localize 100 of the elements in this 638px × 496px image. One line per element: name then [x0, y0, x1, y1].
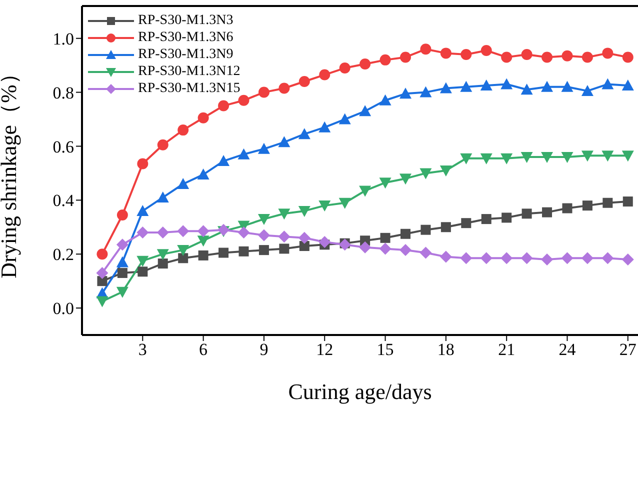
point — [156, 191, 169, 202]
point — [541, 253, 554, 266]
x-tick-label: 18 — [437, 340, 454, 360]
point — [298, 206, 310, 217]
point — [622, 253, 634, 266]
point — [117, 268, 128, 278]
point — [622, 52, 634, 63]
x-tick-label: 15 — [376, 340, 394, 360]
point — [440, 222, 451, 232]
point — [440, 48, 452, 59]
x-tick-label: 27 — [619, 340, 637, 360]
point — [581, 84, 594, 96]
point — [318, 236, 331, 248]
point — [420, 246, 432, 259]
point — [541, 80, 554, 92]
point — [238, 226, 250, 239]
x-tick-label: 3 — [138, 340, 147, 360]
point — [480, 252, 492, 264]
point — [602, 48, 614, 59]
point — [460, 49, 472, 60]
point — [218, 224, 230, 236]
point — [136, 204, 149, 216]
point — [500, 78, 513, 90]
point — [97, 276, 108, 286]
point — [258, 86, 270, 98]
point — [542, 52, 553, 63]
y-tick-label: 0.8 — [52, 83, 74, 102]
point — [116, 256, 128, 268]
point — [218, 155, 230, 166]
legend-label: RP-S30-M1.3N3 — [138, 12, 234, 29]
point — [116, 238, 128, 251]
point — [602, 150, 614, 162]
point — [177, 225, 190, 238]
point — [561, 252, 574, 264]
point — [278, 230, 290, 243]
point — [238, 94, 250, 106]
legend-label: RP-S30-M1.3N12 — [138, 63, 240, 80]
point — [298, 76, 310, 88]
x-tick-label: 6 — [199, 340, 208, 360]
point — [561, 152, 574, 164]
point — [116, 286, 128, 298]
point — [480, 44, 492, 56]
point — [399, 244, 412, 256]
legend-label: RP-S30-M1.3N9 — [138, 46, 234, 63]
x-tick-label: 9 — [260, 340, 268, 360]
y-tick-label: 0.6 — [52, 137, 74, 156]
x-tick-label: 12 — [316, 340, 334, 360]
point — [278, 82, 290, 94]
point — [198, 112, 209, 124]
point — [500, 252, 513, 264]
y-tick-label: 0.4 — [52, 191, 74, 210]
point — [178, 124, 189, 136]
point — [157, 139, 168, 150]
point — [278, 136, 290, 148]
point — [520, 84, 533, 95]
point — [258, 214, 270, 226]
y-axis-title: Drying shrinkage（%） — [0, 62, 21, 278]
point — [622, 196, 633, 207]
point — [440, 166, 452, 176]
point — [318, 121, 331, 132]
point — [400, 52, 411, 63]
point — [581, 252, 594, 264]
point — [218, 248, 229, 258]
point — [298, 232, 310, 244]
point — [440, 82, 452, 94]
point — [582, 200, 592, 211]
y-tick-label: 0.0 — [52, 299, 74, 318]
point — [379, 178, 392, 189]
point — [420, 224, 431, 235]
point — [156, 226, 169, 239]
point — [521, 49, 532, 60]
x-tick-label: 24 — [558, 340, 576, 360]
point — [582, 52, 593, 63]
point — [177, 245, 190, 256]
point — [380, 232, 390, 243]
point — [480, 80, 492, 91]
point — [177, 178, 190, 189]
point — [197, 236, 210, 247]
point — [198, 250, 208, 260]
point — [96, 266, 108, 279]
point — [158, 258, 168, 269]
point — [501, 52, 512, 63]
point — [562, 203, 572, 214]
point — [359, 105, 372, 116]
point — [602, 78, 614, 90]
point — [520, 152, 533, 164]
point — [136, 256, 149, 267]
point — [460, 153, 472, 164]
point — [399, 174, 412, 185]
point — [197, 225, 210, 238]
x-tick-label: 21 — [498, 340, 516, 360]
point — [298, 128, 310, 140]
point — [440, 250, 452, 263]
point — [218, 100, 230, 112]
point — [520, 252, 533, 264]
point — [622, 150, 634, 162]
point — [542, 207, 552, 218]
point — [360, 58, 371, 70]
point — [318, 200, 331, 212]
legend-label: RP-S30-M1.3N15 — [138, 80, 240, 97]
